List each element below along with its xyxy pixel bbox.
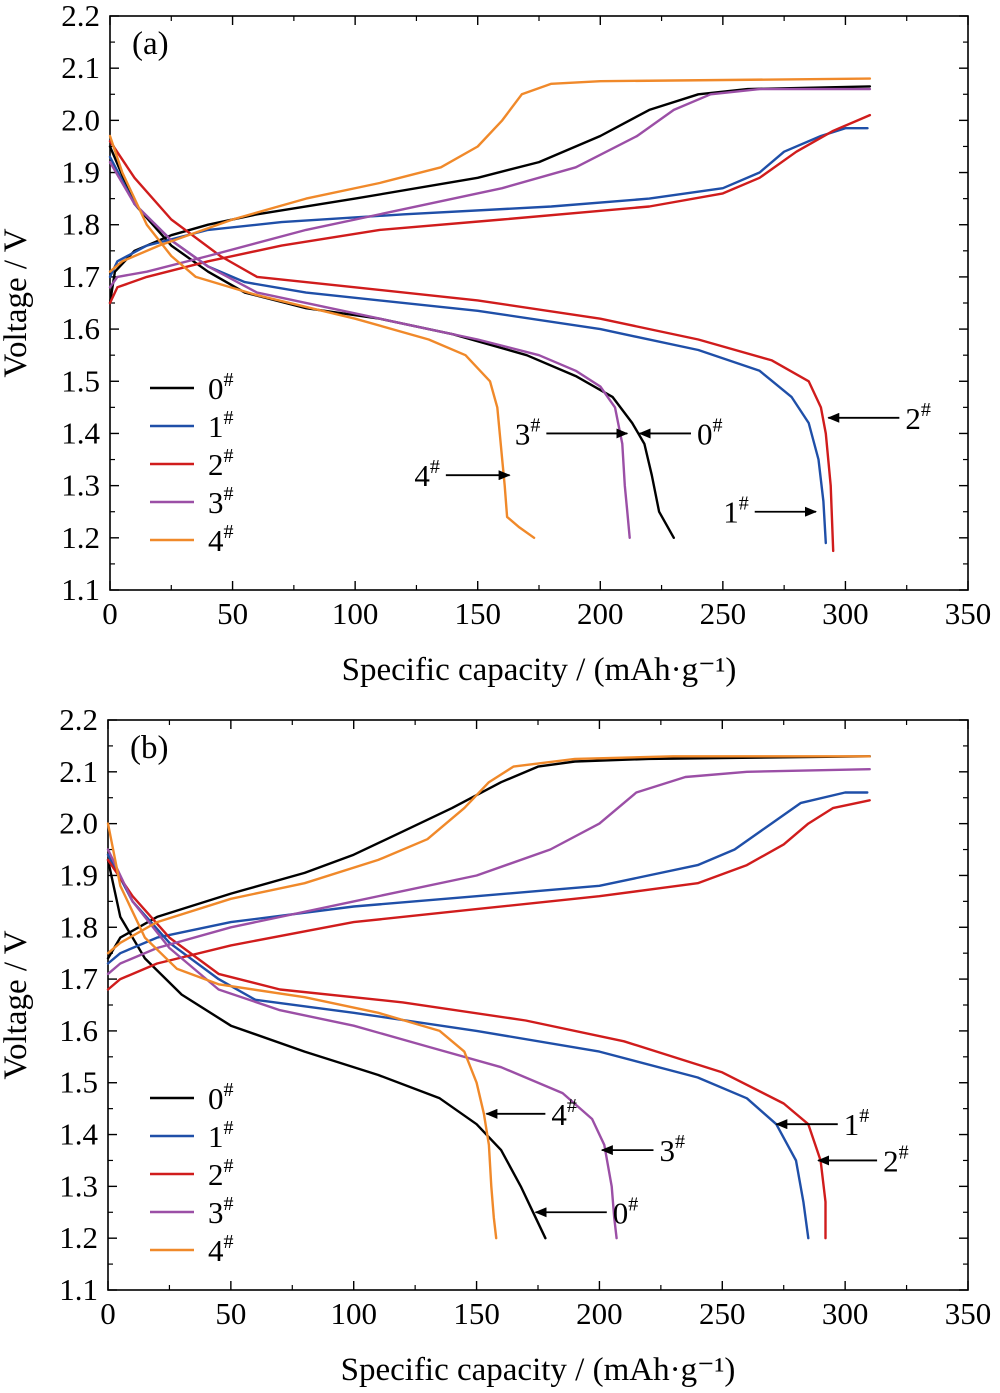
y-tick-label: 1.7	[61, 259, 100, 294]
legend-label-1: 1#	[208, 407, 234, 444]
x-tick-label: 350	[945, 1296, 992, 1331]
y-tick-label: 2.0	[59, 806, 98, 841]
y-tick-label: 1.4	[61, 415, 100, 450]
x-tick-label: 350	[945, 596, 992, 631]
y-tick-label: 1.1	[61, 572, 100, 607]
legend-label-3: 3#	[208, 1193, 234, 1230]
x-axis-title: Specific capacity / (mAh·g⁻¹)	[341, 1352, 736, 1388]
series-0-charge-curve	[108, 85, 872, 305]
y-tick-label: 2.0	[61, 102, 100, 137]
series-4-discharge-curve	[106, 822, 498, 1240]
x-tick-label: 300	[822, 596, 869, 631]
series-3-charge-curve	[106, 768, 871, 976]
x-tick-label: 200	[576, 1296, 623, 1331]
x-tick-label: 250	[700, 596, 747, 631]
annotation-label: 2#	[905, 399, 931, 436]
legend-label-4: 4#	[208, 1231, 234, 1268]
y-tick-label: 1.9	[59, 857, 98, 892]
y-tick-label: 1.8	[59, 909, 98, 944]
annotation-label: 0#	[613, 1193, 639, 1230]
y-tick-label: 2.2	[61, 0, 100, 33]
y-tick-label: 1.8	[61, 207, 100, 242]
annotation-label: 0#	[697, 414, 723, 451]
x-tick-label: 150	[453, 1296, 500, 1331]
x-tick-label: 0	[100, 1296, 116, 1331]
y-tick-label: 2.1	[59, 754, 98, 789]
series-3-discharge-curve	[108, 160, 631, 539]
series-3-charge-curve	[108, 87, 872, 289]
y-tick-label: 1.1	[59, 1272, 98, 1307]
annotation-label: 4#	[414, 456, 440, 493]
series-1-charge-curve	[106, 791, 869, 965]
series-0-discharge-curve	[108, 145, 675, 539]
x-tick-label: 300	[822, 1296, 869, 1331]
x-tick-label: 100	[330, 1296, 377, 1331]
x-tick-label: 0	[102, 596, 118, 631]
chart-panel-a: 0 50 100 150 200 250 300 350 1.1 1.2 1.3 1.4 1.5 1.6 1…	[0, 0, 991, 688]
series-1-charge-curve	[108, 126, 869, 279]
legend-label-2: 2#	[208, 445, 234, 482]
series-2-discharge-curve	[108, 139, 835, 553]
series-0-charge-curve	[106, 755, 871, 960]
annotation-label: 4#	[551, 1095, 577, 1132]
legend-label-0: 0#	[208, 369, 234, 406]
annotation-label: 3#	[515, 414, 541, 451]
annotation-label: 1#	[844, 1105, 870, 1142]
series-2-charge-curve	[108, 113, 872, 305]
series-4-charge-curve	[108, 77, 872, 273]
y-tick-label: 1.2	[59, 1220, 98, 1255]
y-tick-label: 1.2	[61, 520, 100, 555]
y-tick-label: 2.2	[59, 702, 98, 737]
y-tick-label: 1.5	[61, 363, 100, 398]
legend-label-3: 3#	[208, 483, 234, 520]
series-2-charge-curve	[106, 799, 871, 991]
y-tick-label: 1.7	[59, 961, 98, 996]
series-4-charge-curve	[106, 755, 871, 955]
panel-label: (a)	[132, 26, 169, 62]
x-tick-label: 50	[215, 1296, 246, 1331]
legend-label-4: 4#	[208, 521, 234, 558]
y-tick-label: 1.9	[61, 155, 100, 190]
chart-panel-b: 0 50 100 150 200 250 300 350 1.1 1.2 1.3 1.4 1.5 1.6 1…	[0, 702, 991, 1388]
y-tick-label: 1.3	[61, 468, 100, 503]
x-tick-label: 250	[699, 1296, 746, 1331]
legend-label-2: 2#	[208, 1155, 234, 1192]
y-tick-label: 1.5	[59, 1065, 98, 1100]
series-0-discharge-curve	[106, 858, 547, 1240]
y-tick-label: 1.3	[59, 1168, 98, 1203]
annotation-label: 1#	[723, 493, 749, 530]
plot-frame	[109, 15, 969, 591]
annotation-label: 3#	[659, 1131, 685, 1168]
annotation-label: 2#	[883, 1141, 909, 1178]
x-axis-title: Specific capacity / (mAh·g⁻¹)	[342, 652, 737, 688]
panel-label: (b)	[130, 730, 168, 766]
series-1-discharge-curve	[106, 853, 810, 1240]
plot-frame	[107, 719, 969, 1291]
y-axis-title: Voltage / V	[0, 930, 34, 1079]
legend-label-0: 0#	[208, 1079, 234, 1116]
y-tick-label: 1.4	[59, 1117, 98, 1152]
legend-label-1: 1#	[208, 1117, 234, 1154]
x-tick-label: 100	[332, 596, 379, 631]
series-3-discharge-curve	[106, 848, 618, 1240]
x-tick-label: 200	[577, 596, 624, 631]
y-tick-label: 1.6	[61, 311, 100, 346]
y-tick-label: 1.6	[59, 1013, 98, 1048]
y-axis-title: Voltage / V	[0, 228, 34, 377]
x-tick-label: 50	[217, 596, 248, 631]
x-tick-label: 150	[454, 596, 501, 631]
series-4-discharge-curve	[108, 134, 536, 539]
y-tick-label: 2.1	[61, 50, 100, 85]
series-2-discharge-curve	[106, 858, 827, 1240]
